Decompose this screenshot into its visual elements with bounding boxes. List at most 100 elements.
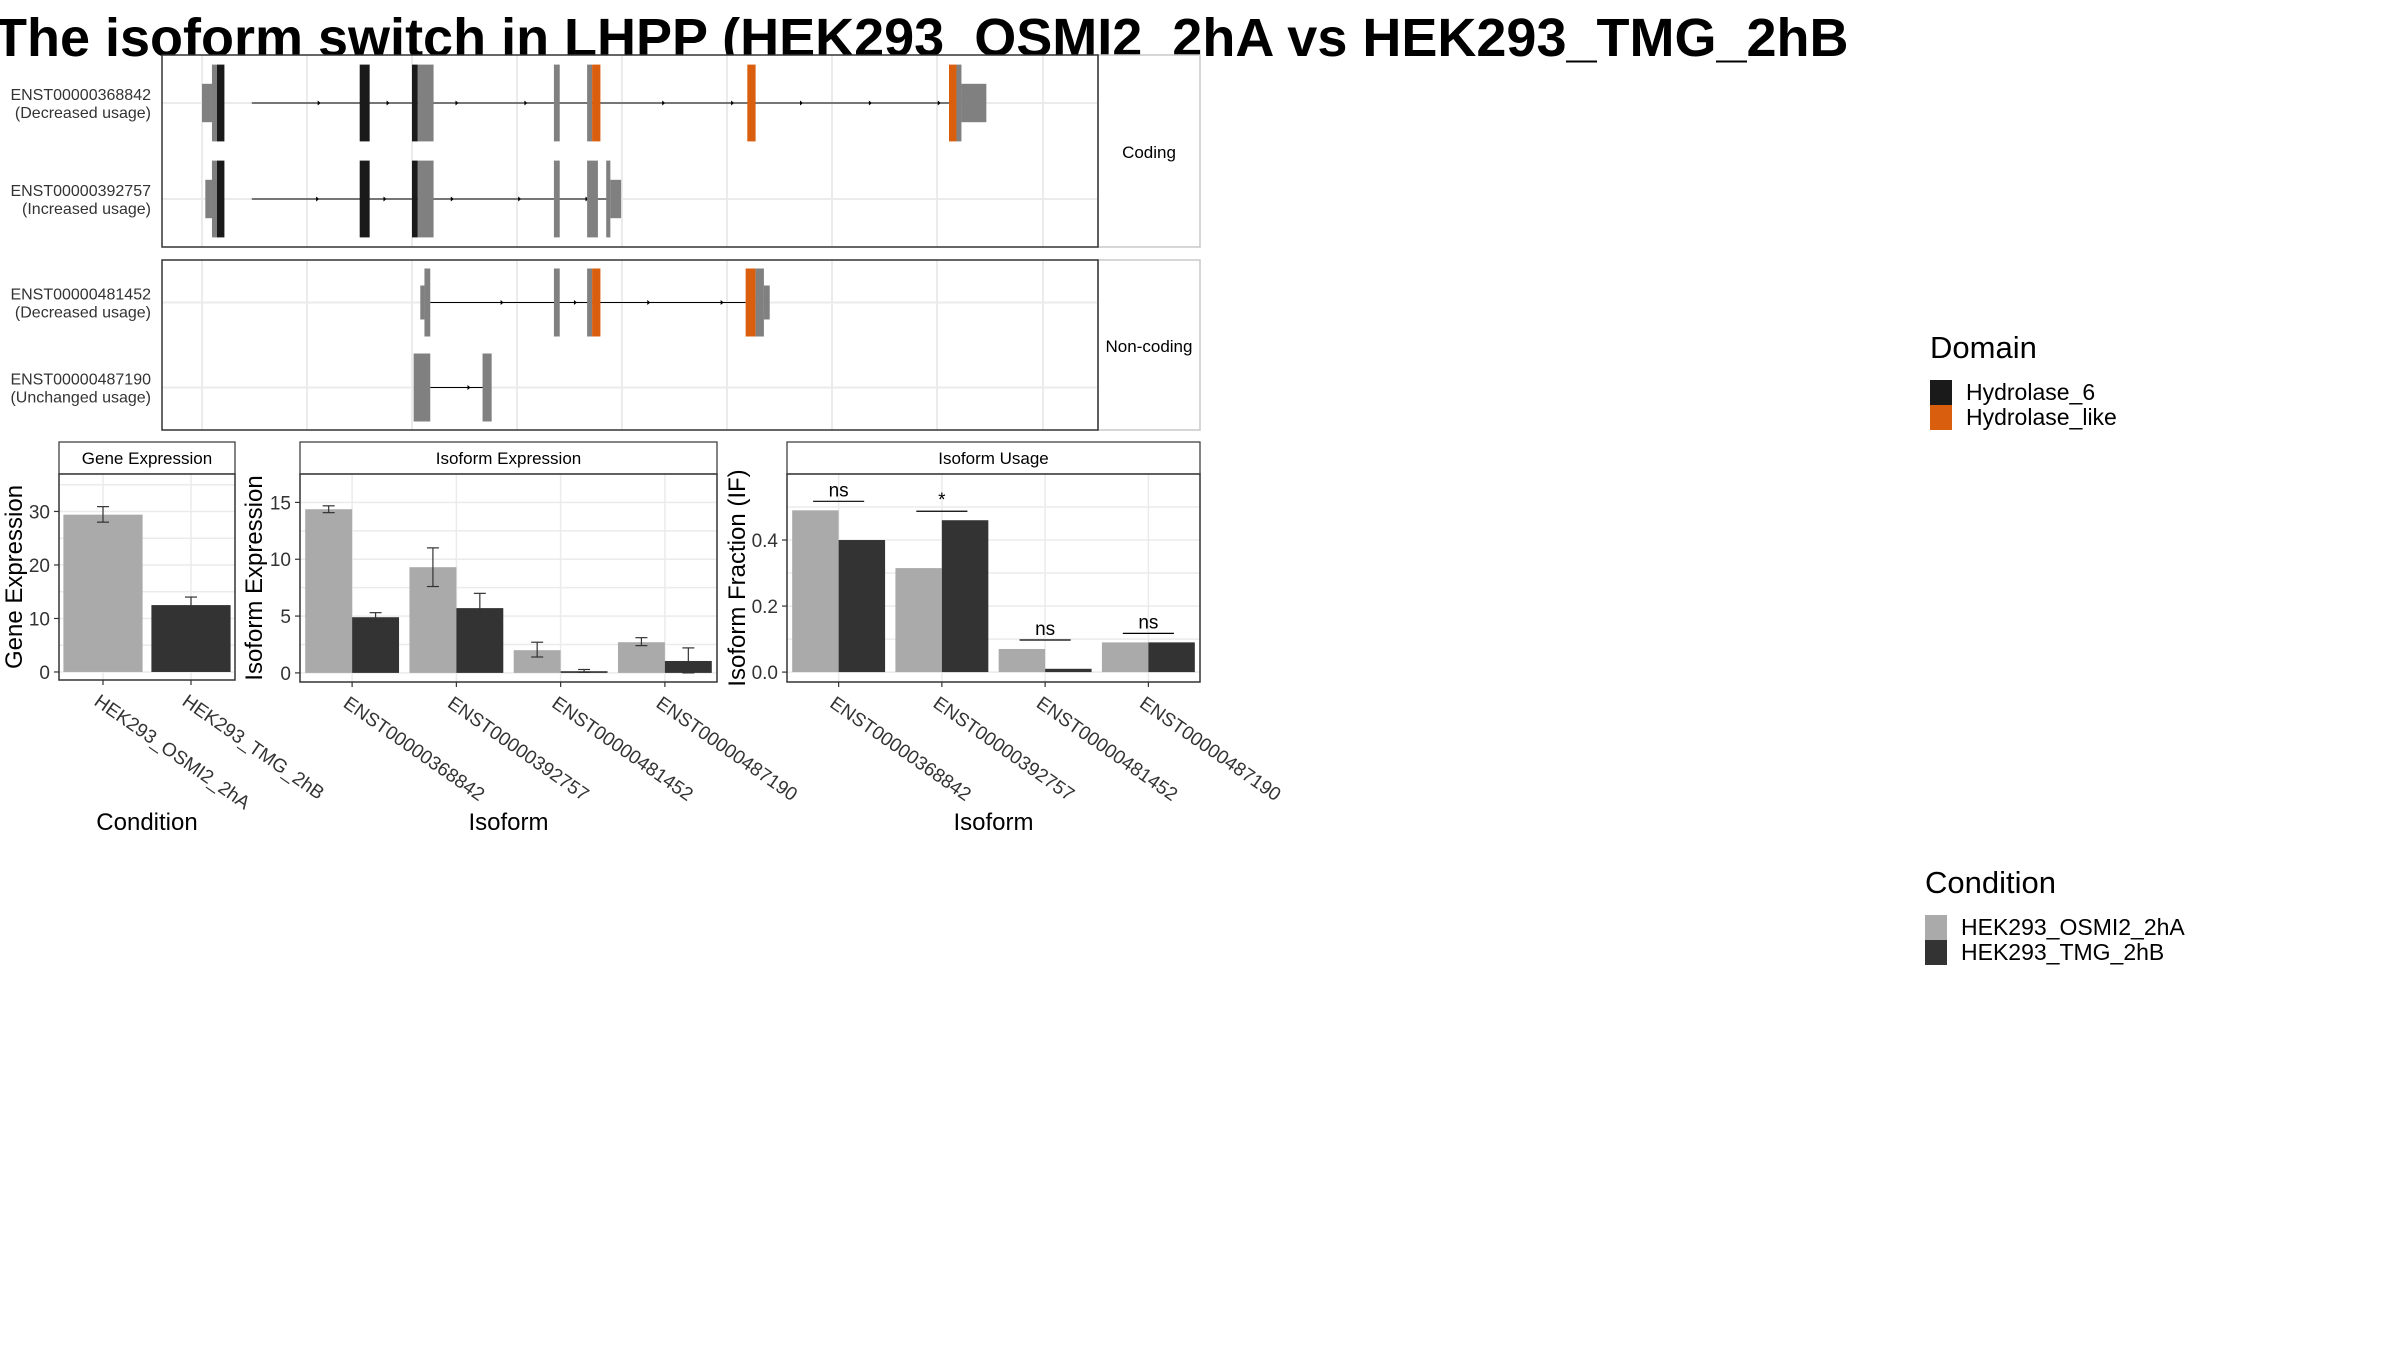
chart-strip: [58, 441, 236, 475]
y-axis-label: Isoform Expression: [241, 475, 268, 680]
utr-exon: [205, 179, 212, 219]
chart-panel-border: [58, 473, 236, 681]
cds-exon: [956, 64, 962, 142]
cds-exon: [755, 268, 764, 337]
y-tick-label: 15: [270, 493, 291, 514]
bar: [792, 510, 839, 673]
intron-arrow: [731, 100, 735, 106]
y-axis-label: Isoform Fraction (IF): [724, 469, 751, 686]
x-axis-label: Isoform: [468, 809, 548, 836]
track-usage-label: (Increased usage): [22, 201, 151, 218]
cds-exon: [482, 353, 492, 422]
chart-title: Isoform Expression: [436, 449, 582, 468]
intron-arrow: [450, 196, 454, 202]
cds-exon: [411, 64, 418, 142]
chart-title: Gene Expression: [82, 449, 212, 468]
chart-title: Isoform Usage: [938, 449, 1049, 468]
legend-label: HEK293_OSMI2_2hA: [1961, 914, 2185, 940]
legend-label: Hydrolase_6: [1966, 379, 2096, 405]
intron-arrow: [720, 300, 724, 305]
track-usage-label: (Decreased usage): [15, 105, 151, 122]
utr-exon: [763, 285, 770, 320]
cds-exon: [424, 268, 431, 337]
y-tick-label: 10: [29, 609, 50, 630]
x-tick-label: HEK293_OSMI2_2hA: [90, 691, 254, 814]
intron-arrow: [573, 300, 577, 305]
bar: [63, 514, 143, 672]
y-tick-label: 5: [280, 607, 291, 628]
cds-exon: [606, 160, 611, 238]
legend-key-osmi2: [1925, 915, 1947, 940]
intron-arrow: [317, 100, 321, 106]
transcript-track: [205, 160, 622, 238]
intron-arrow: [585, 196, 589, 202]
cds-exon: [359, 64, 370, 142]
facet-panel-bg: [162, 260, 1098, 430]
bar: [1101, 642, 1149, 673]
bar: [305, 509, 353, 673]
cds-exon: [216, 160, 225, 238]
cds-exon: [417, 64, 434, 142]
bar: [1045, 668, 1092, 673]
gene-expression-chart: Gene Expression 0 10 20 30 HEK293_OSMI2_2hAHE…: [1, 441, 328, 836]
chart-panel-border: [299, 473, 718, 683]
intron-arrow: [868, 100, 872, 106]
cds-exon: [587, 160, 598, 238]
y-tick-label: 0.2: [752, 597, 778, 618]
x-tick-label: HEK293_TMG_2hB: [178, 691, 328, 805]
y-tick-label: 0.0: [752, 663, 778, 684]
domain-legend-title: Domain: [1930, 330, 2037, 365]
cds-exon: [553, 160, 560, 238]
bar: [617, 642, 665, 673]
intron-arrow: [500, 300, 504, 305]
cds-exon: [553, 64, 560, 142]
bar: [513, 650, 561, 673]
facet-strip-label: Coding: [1122, 143, 1176, 162]
cds-exon: [949, 64, 957, 142]
intron-arrow: [937, 100, 941, 106]
bar: [1148, 642, 1195, 673]
intron-arrow: [662, 100, 666, 106]
y-tick-label: 10: [270, 550, 291, 571]
legend-item-hydrolase-6: Hydrolase_6: [1930, 379, 2117, 405]
significance-label: *: [938, 490, 946, 511]
facet-panel-border: [161, 259, 1099, 431]
significance-label: ns: [1138, 612, 1158, 633]
legend-item-osmi2: HEK293_OSMI2_2hA: [1925, 914, 2185, 940]
facet-panel-bg: [162, 55, 1098, 247]
legend-item-hydrolase-like: Hydrolase_like: [1930, 404, 2117, 430]
intron-arrow: [524, 100, 528, 106]
legend-label: Hydrolase_like: [1966, 404, 2117, 430]
y-tick-label: 0: [280, 664, 291, 685]
cds-exon: [413, 353, 431, 422]
cds-exon: [211, 160, 217, 238]
cds-exon: [592, 64, 601, 142]
intron-arrow: [799, 100, 803, 106]
utr-exon: [610, 179, 622, 219]
legend-key-hydrolase-like: [1930, 405, 1952, 430]
cds-exon: [747, 64, 756, 142]
cds-exon: [592, 268, 601, 337]
x-axis-label: Isoform: [953, 809, 1033, 836]
transcript-track: [202, 64, 987, 142]
facet-strip: [1097, 259, 1201, 431]
transcript-track: [420, 268, 770, 337]
cds-exon: [587, 64, 593, 142]
cds-exon: [587, 268, 593, 337]
y-tick-label: 20: [29, 556, 50, 577]
utr-exon: [420, 285, 425, 320]
intron-arrow: [316, 196, 320, 202]
chart-strip: [786, 441, 1201, 475]
cds-exon: [553, 268, 560, 337]
y-axis-label: Gene Expression: [1, 485, 28, 669]
legend-item-tmg: HEK293_TMG_2hB: [1925, 939, 2185, 965]
chart-panel-border: [786, 473, 1201, 683]
track-label: ENST00000368842: [10, 87, 151, 104]
bar: [895, 568, 942, 673]
cds-exon: [411, 160, 418, 238]
bar: [352, 617, 400, 673]
cds-exon: [745, 268, 756, 337]
